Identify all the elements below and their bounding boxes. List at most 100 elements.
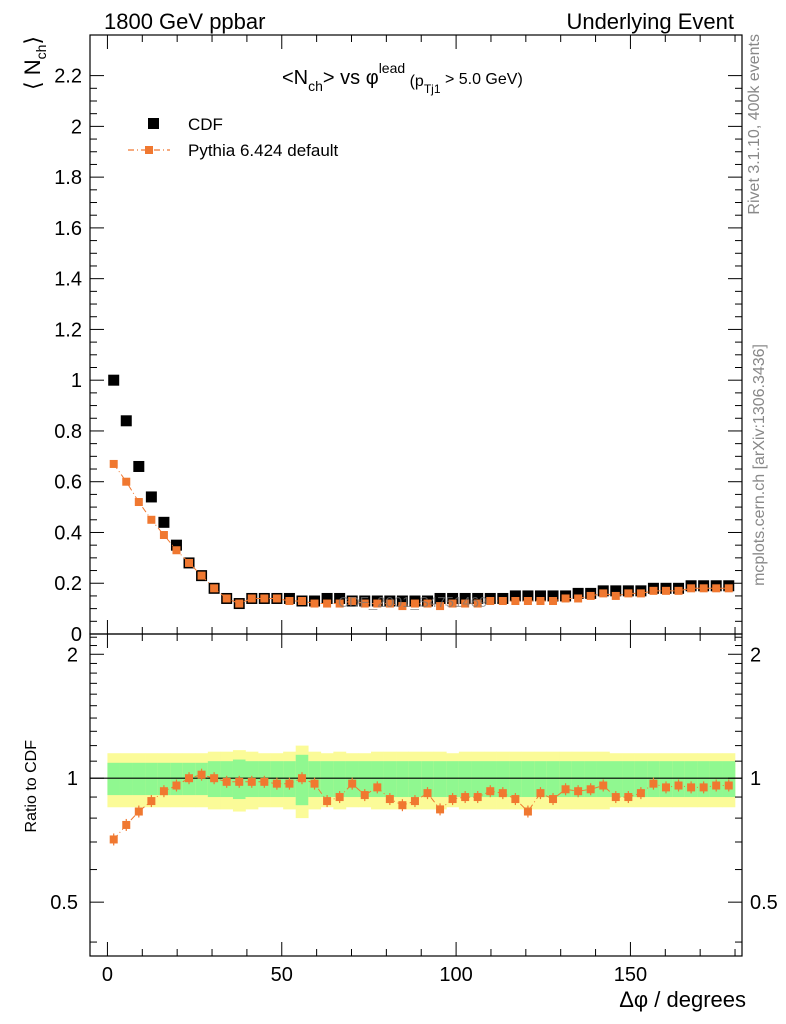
legend-marker-cdf — [148, 118, 159, 129]
bottom-ylabel: Ratio to CDF — [23, 740, 40, 833]
inner-band-bin — [396, 761, 409, 798]
ratio-point — [536, 789, 545, 798]
ratio-point — [523, 807, 532, 816]
watermark: CDF_2001_S4751469 — [338, 594, 487, 611]
ratio-point — [574, 787, 583, 796]
legend: CDF Pythia 6.424 default — [128, 115, 339, 160]
pythia-point — [699, 584, 708, 593]
pythia-point — [385, 599, 394, 608]
cdf-point — [170, 539, 182, 551]
pythia-point — [210, 584, 219, 593]
ratio-point — [222, 777, 231, 786]
side-mcplots-text: mcplots.cern.ch [arXiv:1306.3436] — [751, 344, 768, 586]
cdf-point — [158, 516, 170, 528]
pythia-point — [498, 597, 507, 606]
ratio-point — [486, 787, 495, 796]
ylabel-close: ⟩ — [20, 36, 45, 45]
pythia-point — [247, 594, 256, 603]
ratio-point — [323, 797, 332, 806]
pythia-point — [486, 597, 495, 606]
inner-band-bin — [471, 761, 485, 798]
inner-band-bin — [521, 761, 535, 798]
inner-band-bin — [358, 761, 372, 798]
pythia-point — [323, 599, 332, 608]
inner-band-bin — [709, 761, 723, 798]
ratio-point — [498, 789, 507, 798]
top-ylabel: ⟨ Nch⟩ — [20, 36, 49, 90]
pythia-point — [410, 599, 419, 608]
cdf-point — [572, 587, 584, 599]
inner-band-bin — [107, 762, 121, 796]
top-ytick-label: 0.6 — [54, 472, 82, 494]
inner-band-bin — [145, 762, 158, 796]
top-ytick-label: 0.4 — [54, 522, 82, 544]
ratio-point — [661, 783, 670, 792]
pythia-point — [310, 599, 319, 608]
pythia-point — [448, 599, 457, 608]
ylabel-sub: ch — [33, 45, 49, 60]
top-ytick-label: 1.2 — [54, 319, 82, 341]
inner-band-bin — [596, 761, 610, 798]
title-sup: lead — [379, 60, 405, 76]
top-ytick-label: 0 — [71, 624, 82, 646]
pythia-point — [636, 589, 645, 598]
inner-band-bin — [421, 761, 435, 798]
title-mid: > vs φ — [323, 67, 379, 89]
cdf-point — [447, 592, 459, 604]
top-ytick-label: 1.8 — [54, 167, 82, 189]
plot-title: <Nch> vs φlead (pTj1 > 5.0 GeV) — [282, 60, 523, 96]
pythia-point — [712, 584, 721, 593]
cdf-point — [133, 460, 145, 472]
ratio-point — [712, 781, 721, 790]
pythia-point — [436, 602, 445, 611]
ratio-point — [586, 785, 595, 794]
ratio-point — [674, 781, 683, 790]
pythia-point — [611, 591, 620, 600]
ratio-point — [297, 774, 306, 783]
inner-band-bin — [622, 761, 635, 798]
ratio-point — [109, 835, 118, 844]
header-left: 1800 GeV ppbar — [104, 9, 265, 34]
cdf-point — [472, 592, 484, 604]
ratio-point — [511, 795, 520, 804]
ratio-point — [197, 770, 206, 779]
pythia-point — [159, 531, 168, 540]
cdf-point — [145, 491, 157, 503]
axes-ticks: 0 0.2 0.4 0.6 0.8 1 1.2 1.4 1.6 1.8 2 2.2 0.5 0.5 1 1 2 2… — [50, 35, 778, 986]
ylabel-open: ⟨ N — [20, 59, 45, 90]
pythia-point — [185, 558, 194, 567]
inner-band-bin — [119, 762, 133, 796]
cdf-point — [522, 590, 534, 602]
cdf-point — [534, 590, 546, 602]
pythia-point — [599, 589, 608, 598]
inner-band-bin — [132, 762, 146, 796]
cdf-point — [547, 590, 559, 602]
pythia-point — [134, 498, 143, 507]
cdf-point — [334, 592, 346, 604]
ratio-point — [636, 789, 645, 798]
ratio-point — [348, 779, 357, 788]
ratio-point — [385, 795, 394, 804]
data-marks — [108, 374, 735, 846]
ratio-point — [122, 820, 131, 829]
ratio-point — [549, 795, 558, 804]
ratio-point — [134, 807, 143, 816]
inner-band-bin — [408, 761, 422, 798]
inner-band-bin — [634, 761, 648, 798]
ratio-point — [310, 779, 319, 788]
title-paren-close: > 5.0 GeV) — [441, 71, 523, 88]
pythia-point — [724, 584, 733, 593]
inner-band-bin — [509, 761, 522, 798]
ratio-point — [210, 774, 219, 783]
ratio-point — [285, 779, 294, 788]
cdf-point — [321, 592, 333, 604]
ratio-point — [360, 791, 369, 800]
pythia-point — [335, 599, 344, 608]
inner-band-bin — [458, 761, 472, 798]
pythia-point — [398, 602, 407, 611]
ratio-point — [172, 781, 181, 790]
ratio-point — [423, 789, 432, 798]
inner-band-bin — [333, 761, 347, 798]
top-ytick-label: 2 — [71, 116, 82, 138]
pythia-point — [109, 459, 118, 468]
